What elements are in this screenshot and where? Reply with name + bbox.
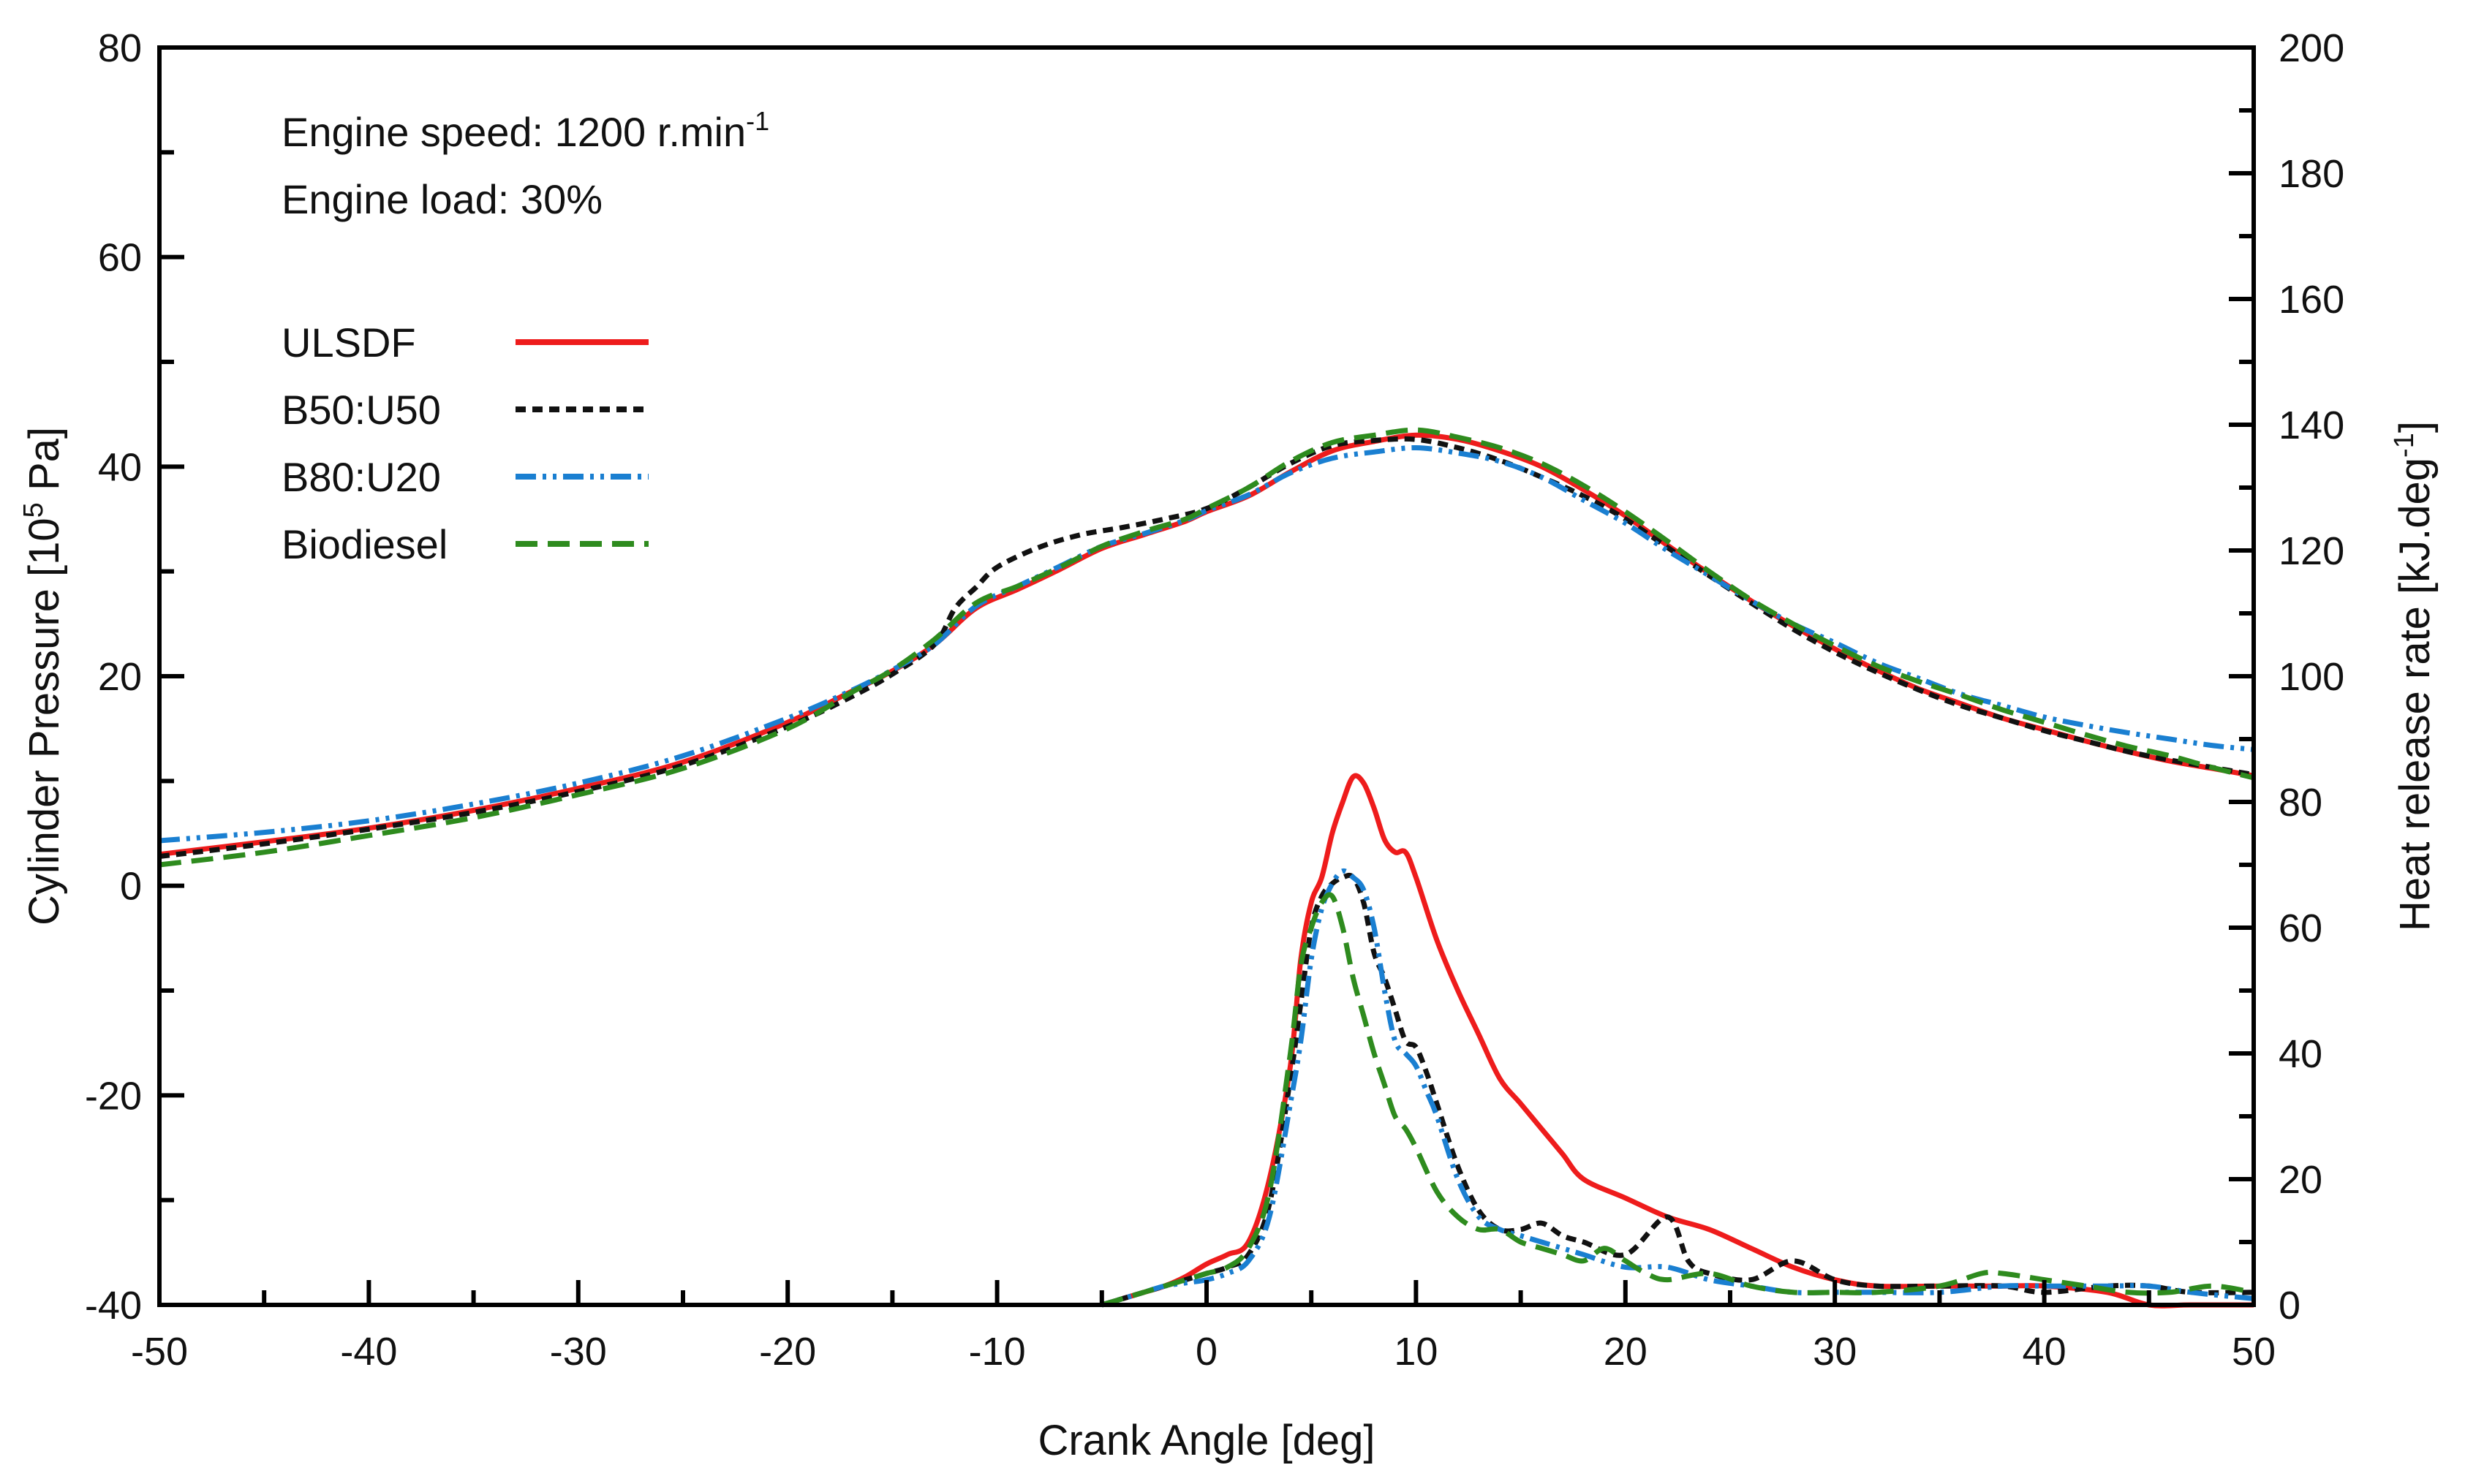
x-tick-label: -30 (550, 1330, 607, 1374)
y-axis-label-end: Pa] (20, 427, 68, 502)
y2-axis-label-sup: -1 (2389, 433, 2420, 458)
y-tick-label: 20 (98, 655, 142, 699)
y2-tick-label: 0 (2279, 1284, 2301, 1328)
y-tick-label: 0 (120, 865, 142, 909)
legend-label: ULSDF (282, 319, 416, 366)
series-line-pressure-biodiesel (159, 427, 2254, 868)
engine-speed-text: Engine speed: 1200 r.min (282, 109, 746, 155)
x-tick-label: 0 (1196, 1330, 1218, 1374)
ticks-layer: -50 -40 -30 -20 -10 0 10 20 30 40 50-40-2002040608… (85, 26, 2344, 1374)
legend-label: B50:U50 (282, 387, 441, 433)
y-tick-label: 60 (98, 236, 142, 280)
y-axis-label-sup: 5 (18, 502, 49, 518)
y2-tick-label: 20 (2279, 1158, 2322, 1202)
x-tick-label: 30 (1813, 1330, 1857, 1374)
x-tick-label: -50 (131, 1330, 188, 1374)
y2-tick-label: 200 (2279, 26, 2344, 70)
x-tick-label: -40 (340, 1330, 397, 1374)
y2-tick-label: 60 (2279, 906, 2322, 950)
y-tick-label: 40 (98, 445, 142, 489)
y2-tick-label: 40 (2279, 1032, 2322, 1076)
x-tick-label: 40 (2023, 1330, 2067, 1374)
y2-tick-label: 160 (2279, 278, 2344, 322)
y2-tick-label: 100 (2279, 655, 2344, 699)
series-layer (159, 427, 2254, 1309)
x-tick-label: 20 (1604, 1330, 1647, 1374)
y-tick-label: -40 (85, 1284, 142, 1328)
x-axis-label: Crank Angle [deg] (1038, 1417, 1375, 1464)
y2-tick-label: 140 (2279, 404, 2344, 447)
engine-load-annotation: Engine load: 30% (282, 176, 603, 222)
legend: ULSDF B50:U50 B80:U20 Biodiesel (282, 319, 649, 567)
engine-speed-annotation: Engine speed: 1200 r.min-1 (282, 106, 769, 155)
y2-tick-label: 180 (2279, 152, 2344, 196)
series-line-heat-release-b50-u50 (1101, 872, 2254, 1308)
y-axis-label: Cylinder Pressure [105 Pa] (18, 427, 68, 925)
engine-speed-sup: -1 (746, 106, 769, 136)
legend-label: B80:U20 (282, 454, 441, 500)
y2-tick-label: 120 (2279, 529, 2344, 573)
series-line-heat-release-biodiesel (1101, 892, 2254, 1308)
y2-axis-label: Heat release rate [kJ.deg-1] (2389, 421, 2439, 931)
y2-axis-label-main: Heat release rate [kJ.deg (2391, 458, 2439, 931)
x-tick-label: -20 (759, 1330, 816, 1374)
y-axis-label-main: Cylinder Pressure [10 (20, 518, 68, 925)
series-line-heat-release-b80-u20 (1101, 868, 2254, 1308)
legend-label: Biodiesel (282, 521, 448, 567)
x-tick-label: 10 (1394, 1330, 1438, 1374)
y-tick-label: 80 (98, 26, 142, 70)
x-tick-label: -10 (969, 1330, 1026, 1374)
y2-tick-label: 80 (2279, 781, 2322, 825)
y2-axis-label-end: ] (2391, 421, 2439, 433)
y-tick-label: -20 (85, 1074, 142, 1118)
x-tick-label: 50 (2232, 1330, 2276, 1374)
